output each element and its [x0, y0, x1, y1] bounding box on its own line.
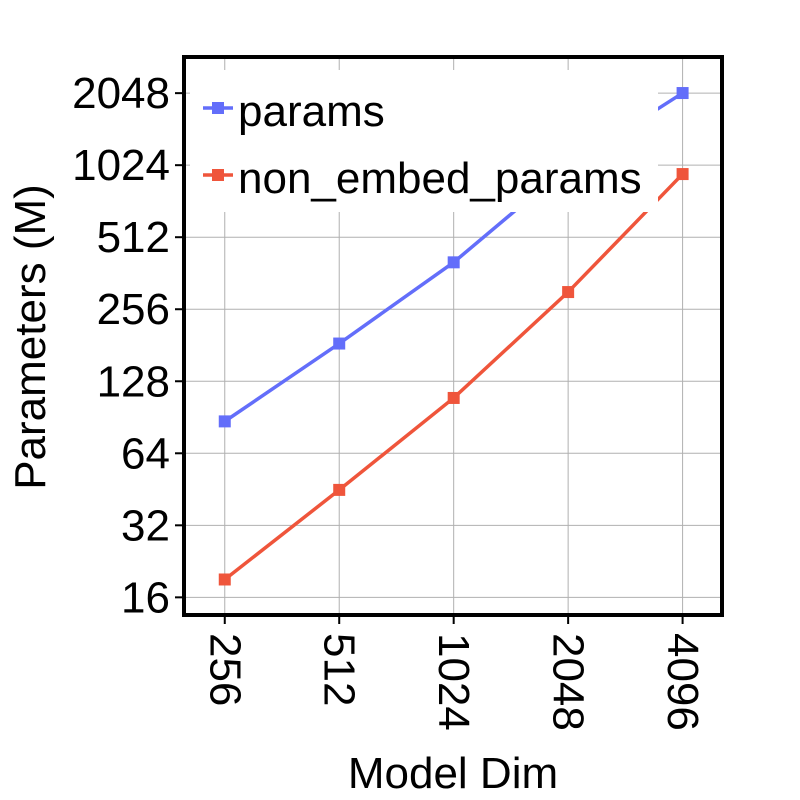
legend-label-params: params: [238, 87, 385, 136]
y-tick-label: 256: [97, 285, 170, 334]
x-tick-label: 256: [200, 633, 249, 706]
legend-marker-params: [212, 102, 224, 114]
y-tick-label: 32: [121, 501, 170, 550]
axis-ticks: 256 512 1024 2048 4096 16 32 64 128 256 512 1024 204…: [72, 69, 707, 731]
data-point-params: [218, 415, 231, 428]
x-tick-label: 4096: [658, 633, 707, 731]
x-tick-label: 1024: [429, 633, 478, 731]
x-tick-label: 512: [315, 633, 364, 706]
data-point-non-embed-params: [676, 168, 689, 181]
x-tick-label: 2048: [544, 633, 593, 731]
data-point-non-embed-params: [333, 483, 346, 496]
legend-label-non-embed-params: non_embed_params: [238, 154, 642, 203]
data-point-params: [447, 256, 460, 269]
y-tick-label: 1024: [72, 141, 170, 190]
legend-marker-non-embed-params: [212, 169, 224, 181]
y-tick-label: 512: [97, 213, 170, 262]
legend: params non_embed_params: [190, 70, 658, 212]
data-point-params: [676, 87, 689, 100]
y-tick-label: 16: [121, 573, 170, 622]
y-tick-label: 128: [97, 357, 170, 406]
data-point-non-embed-params: [218, 573, 231, 586]
y-axis-label: Parameters (M): [6, 184, 55, 490]
legend-background: [190, 70, 658, 212]
y-tick-label: 2048: [72, 69, 170, 118]
data-point-non-embed-params: [447, 391, 460, 404]
y-tick-label: 64: [121, 429, 170, 478]
data-point-params: [333, 337, 346, 350]
x-axis-label: Model Dim: [348, 749, 558, 798]
data-point-non-embed-params: [562, 286, 575, 299]
